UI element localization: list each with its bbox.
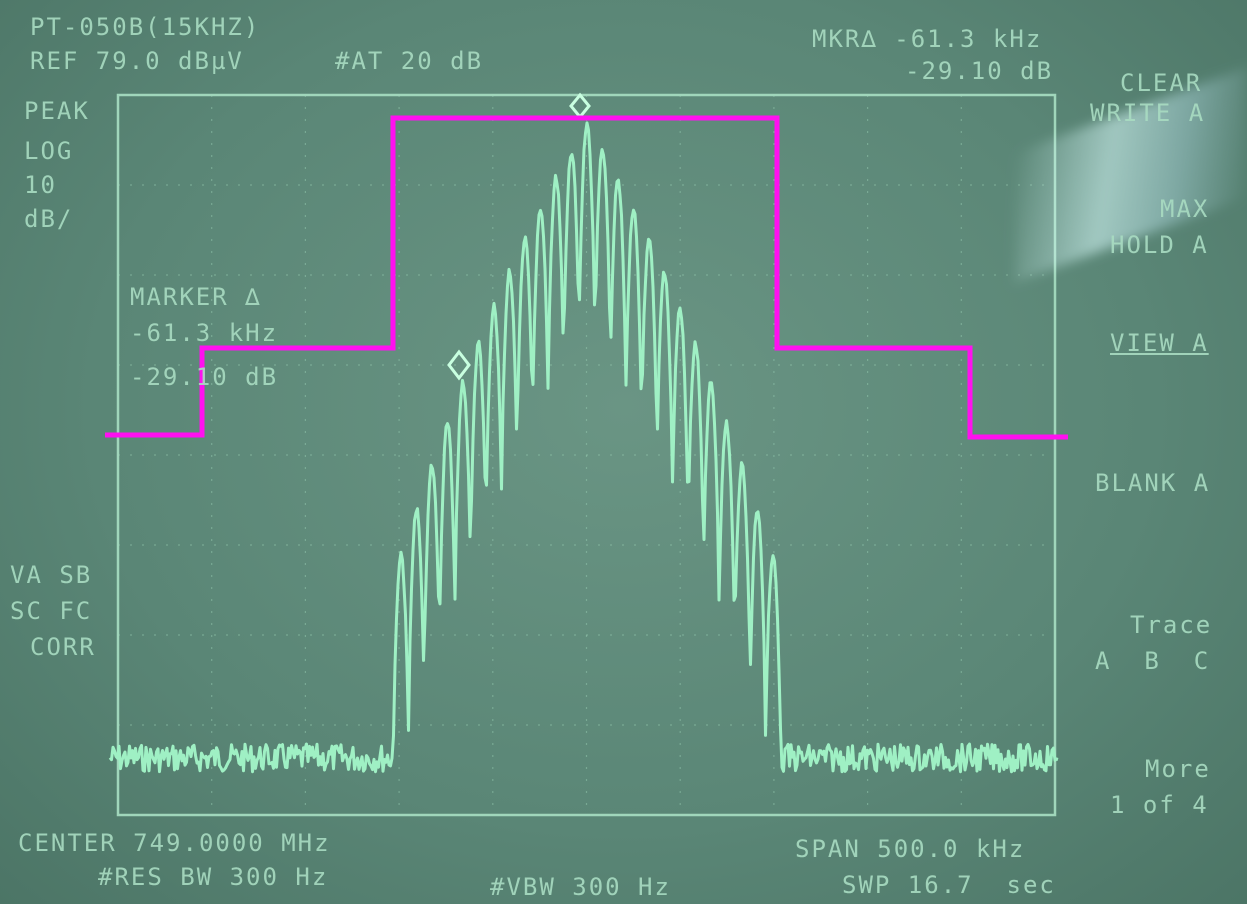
marker-level: -29.10 dB <box>905 57 1054 85</box>
spectrum-mask <box>105 115 1068 440</box>
softkey-label[interactable]: Trace <box>1130 611 1213 639</box>
marker-box-freq: -61.3 kHz <box>130 319 279 347</box>
softkey-label[interactable]: WRITE A <box>1090 99 1206 127</box>
softkey-label[interactable]: More <box>1145 755 1211 783</box>
flag: VA SB <box>10 561 93 589</box>
softkey-label[interactable]: CLEAR <box>1120 69 1203 97</box>
scale-unit: dB/ <box>24 205 74 233</box>
marker-freq: MKR∆ -61.3 kHz <box>812 25 1043 53</box>
softkey-label[interactable]: MAX <box>1160 195 1210 223</box>
res-bw: #RES BW 300 Hz <box>98 863 329 891</box>
marker-label: MARKER ∆ <box>130 283 262 311</box>
softkey-label[interactable]: BLANK A <box>1095 469 1211 497</box>
vbw: #VBW 300 Hz <box>490 873 671 901</box>
marker-box-level: -29.10 dB <box>130 363 279 391</box>
center-freq: CENTER 749.0000 MHz <box>18 829 331 857</box>
trace <box>108 121 1059 774</box>
scale-value: 10 <box>24 171 57 199</box>
detector: PEAK <box>24 97 90 125</box>
softkey-label[interactable]: A B C <box>1095 647 1211 675</box>
flag: CORR <box>30 633 96 661</box>
model: PT-050B(15KHZ) <box>30 13 261 41</box>
marker-delta <box>447 349 471 381</box>
flag: SC FC <box>10 597 93 625</box>
ref-level: REF 79.0 dBµV <box>30 47 244 75</box>
attenuation: #AT 20 dB <box>335 47 484 75</box>
scale: LOG <box>24 137 74 165</box>
graticule <box>118 95 1055 815</box>
marker-reference <box>569 92 591 120</box>
graticule-border <box>116 93 1057 817</box>
softkey-label[interactable]: 1 of 4 <box>1110 791 1209 819</box>
softkey-label[interactable]: HOLD A <box>1110 231 1209 259</box>
span: SPAN 500.0 kHz <box>795 835 1026 863</box>
sweep: SWP 16.7 sec <box>842 871 1056 899</box>
softkey-label[interactable]: VIEW A <box>1110 329 1209 357</box>
